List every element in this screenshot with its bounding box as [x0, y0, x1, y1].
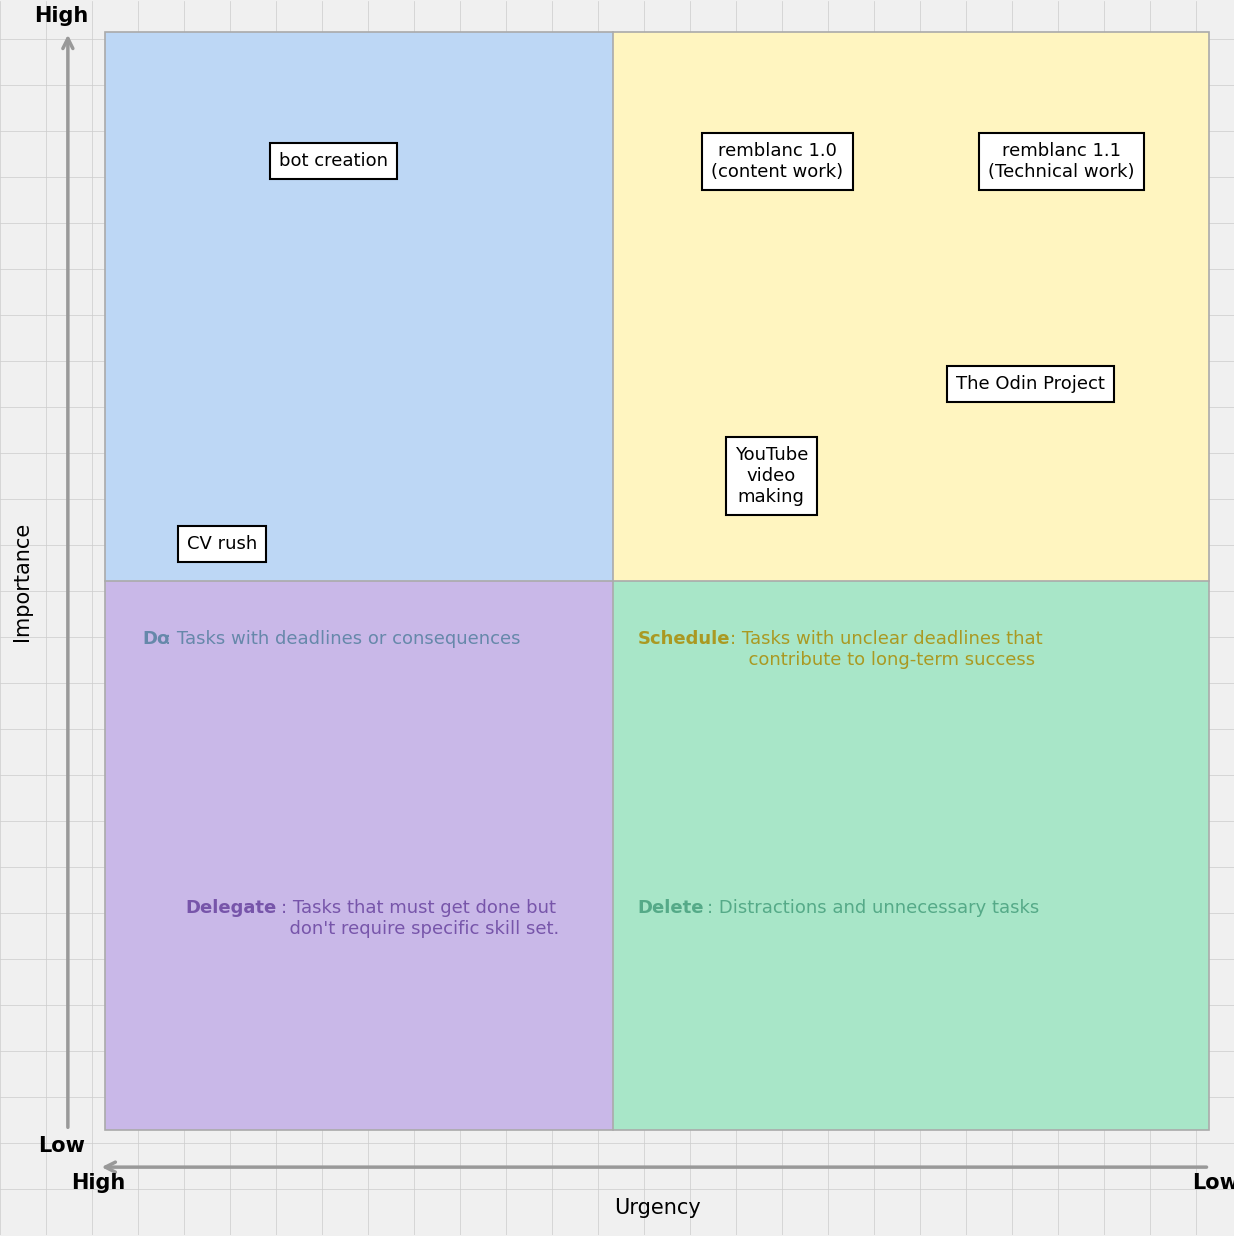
Text: High: High	[72, 1173, 126, 1193]
Text: Low: Low	[1192, 1173, 1234, 1193]
Text: Delete: Delete	[638, 900, 705, 917]
Text: Urgency: Urgency	[613, 1198, 701, 1217]
Text: remblanc 1.0
(content work): remblanc 1.0 (content work)	[711, 142, 844, 180]
Bar	[613, 581, 1209, 1130]
Text: : Distractions and unnecessary tasks: : Distractions and unnecessary tasks	[707, 900, 1039, 917]
Text: High: High	[35, 6, 89, 26]
Text: : Tasks that must get done but
  don't require specific skill set.: : Tasks that must get done but don't req…	[278, 900, 559, 938]
Text: YouTube
video
making: YouTube video making	[734, 446, 808, 506]
Text: Importance: Importance	[12, 522, 32, 640]
Text: : Tasks with unclear deadlines that
  contribute to long-term success: : Tasks with unclear deadlines that cont…	[731, 630, 1043, 669]
Text: bot creation: bot creation	[279, 152, 387, 171]
Bar	[105, 32, 613, 581]
Text: The Odin Project: The Odin Project	[956, 375, 1104, 393]
Bar	[105, 581, 613, 1130]
Text: Low: Low	[38, 1136, 85, 1157]
Text: Do: Do	[142, 630, 169, 649]
Text: remblanc 1.1
(Technical work): remblanc 1.1 (Technical work)	[988, 142, 1134, 180]
Bar	[613, 32, 1209, 581]
Text: Schedule: Schedule	[638, 630, 731, 649]
Text: CV rush: CV rush	[188, 535, 257, 552]
Text: : Tasks with deadlines or consequences: : Tasks with deadlines or consequences	[165, 630, 521, 649]
Bar	[105, 32, 1209, 1130]
Text: Delegate: Delegate	[185, 900, 276, 917]
